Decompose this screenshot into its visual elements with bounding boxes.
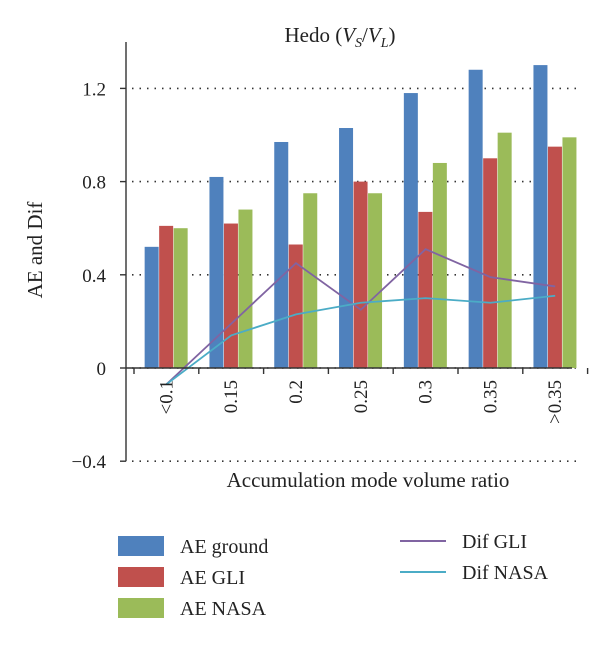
chart-title: Hedo (VS/VL) bbox=[284, 23, 395, 51]
x-tick-label: 0.3 bbox=[416, 380, 437, 404]
y-tick-label: −0.4 bbox=[72, 452, 107, 473]
bar bbox=[368, 193, 383, 368]
series-lines bbox=[165, 248, 556, 386]
y-tick-label: 0 bbox=[97, 359, 107, 380]
bar bbox=[339, 128, 354, 368]
bar bbox=[144, 246, 159, 368]
y-tick-label: 0.4 bbox=[82, 266, 106, 287]
bar bbox=[533, 65, 548, 368]
legend: AE ground AE GLI AE NASA Dif GLI Dif NASA bbox=[118, 531, 549, 620]
bar bbox=[547, 146, 562, 368]
x-tick-labels: <0.1 0.15 0.2 0.25 0.3 0.35 >0.35 bbox=[156, 380, 566, 424]
bar bbox=[159, 225, 174, 368]
bar bbox=[483, 158, 498, 368]
bar bbox=[274, 141, 289, 368]
axes bbox=[120, 42, 589, 462]
x-tick-label: 0.35 bbox=[480, 380, 501, 413]
x-tick-label: 0.25 bbox=[351, 380, 372, 413]
legend-label: AE GLI bbox=[180, 567, 245, 589]
legend-label: AE ground bbox=[180, 536, 268, 558]
bar bbox=[353, 181, 368, 368]
bar bbox=[562, 137, 577, 368]
x-tick-label: >0.35 bbox=[545, 380, 566, 424]
x-tick-label: <0.1 bbox=[156, 380, 177, 414]
legend-swatch bbox=[118, 567, 164, 587]
bar bbox=[288, 244, 303, 368]
x-tick-label: 0.2 bbox=[286, 380, 307, 404]
bar bbox=[468, 69, 483, 368]
bar bbox=[432, 162, 447, 368]
legend-swatch bbox=[118, 536, 164, 556]
bar bbox=[223, 223, 238, 368]
legend-label: Dif NASA bbox=[462, 562, 549, 584]
bar bbox=[497, 132, 512, 368]
y-axis-label: AE and Dif bbox=[23, 202, 47, 299]
y-tick-label: 0.8 bbox=[82, 173, 106, 194]
x-axis-label: Accumulation mode volume ratio bbox=[227, 468, 510, 492]
y-tick-label: 1.2 bbox=[82, 79, 106, 100]
bar bbox=[403, 93, 418, 368]
y-tick-labels: −0.4 0 0.4 0.8 1.2 bbox=[72, 79, 107, 473]
bar bbox=[173, 228, 188, 368]
bar bbox=[418, 211, 433, 368]
bar bbox=[238, 209, 253, 368]
x-tick-label: 0.15 bbox=[221, 380, 242, 413]
series-line bbox=[165, 294, 556, 386]
series-line bbox=[165, 248, 556, 385]
legend-swatch bbox=[118, 598, 164, 618]
bar bbox=[209, 176, 224, 368]
bars bbox=[144, 65, 577, 368]
bar bbox=[303, 193, 318, 368]
legend-label: Dif GLI bbox=[462, 531, 527, 553]
legend-label: AE NASA bbox=[180, 598, 267, 620]
